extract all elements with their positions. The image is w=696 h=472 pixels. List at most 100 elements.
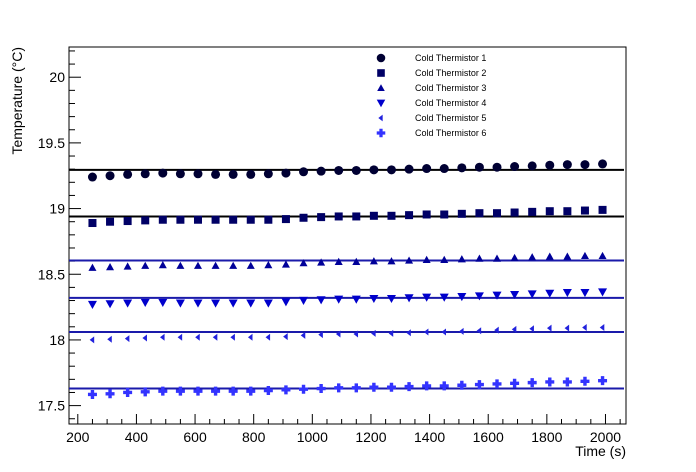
data-point [353,330,359,338]
data-point [281,385,291,395]
data-point [441,328,446,336]
data-point [246,386,256,396]
data-point [457,292,467,302]
data-point [263,299,273,308]
data-point [439,164,449,174]
x-tick-label: 1800 [531,429,562,445]
data-point [263,169,273,179]
legend-marker [377,69,385,77]
data-point [369,165,379,175]
data-point [229,261,238,269]
data-point [160,333,165,341]
data-point [580,376,590,386]
data-point [140,387,150,397]
data-point [457,380,467,390]
data-point [230,333,235,341]
data-point [492,291,502,300]
data-point [140,169,150,179]
data-point [563,252,572,260]
data-point [228,386,238,396]
data-point [545,252,554,260]
data-point [141,216,150,225]
fit-lines [69,168,624,390]
data-point [193,169,203,179]
data-point [527,161,537,171]
data-point [422,164,432,174]
data-point [528,207,537,216]
data-point [246,299,256,308]
legend-label: Cold Thermistor 2 [415,68,486,78]
data-point [510,162,520,172]
data-point [123,299,133,308]
data-point [124,335,130,343]
data-point [527,290,537,299]
data-point [440,255,449,264]
data-point [510,378,520,388]
data-point [371,329,376,337]
data-point [598,205,607,214]
data-point [388,329,394,337]
data-point [352,212,361,221]
y-tick-label: 20 [49,69,65,85]
data-point [546,324,552,332]
data-point [105,300,115,309]
y-tick-label: 19.5 [38,135,65,151]
data-point [439,293,449,302]
data-point [545,289,555,298]
x-axis: 200 400 600 800 1000 1200 1400 1600 1800 2000 [66,414,621,445]
data-point [492,379,502,389]
data-point [545,207,554,216]
data-point [316,296,326,305]
data-point [562,289,572,298]
data-point [580,206,589,215]
data-point [140,298,150,307]
legend-label: Cold Thermistor 1 [415,53,486,63]
data-point [281,298,291,307]
data-point [263,386,273,396]
data-point [369,294,379,304]
y-tick-label: 17.5 [38,398,65,414]
data-point [123,387,133,397]
y-axis-title: Temperature (°C) [9,47,25,155]
data-point [106,217,115,226]
data-point [176,215,185,224]
data-point [580,160,590,170]
data-point [459,327,464,335]
data-point [493,209,502,218]
data-point [562,160,572,170]
data-point [141,261,150,269]
data-point [193,261,202,269]
y-axis: 17.5 18 18.5 19 19.5 20 [38,50,81,420]
data-point [123,262,132,270]
data-point [158,298,168,307]
data-point [246,261,255,269]
x-axis-title: Time (s) [575,443,626,459]
data-point [123,217,132,226]
data-point [300,331,306,339]
data-point [474,162,484,172]
data-point [563,207,572,216]
data-point [369,211,378,220]
legend-marker [376,53,386,63]
data-point [105,389,115,399]
data-point [457,209,466,218]
data-point [386,165,396,175]
data-point [510,253,519,262]
data-point [211,299,221,308]
data-point [352,257,361,265]
x-tick-label: 2000 [590,429,621,445]
data-point [123,169,133,179]
data-point [158,386,168,396]
data-point [334,257,343,265]
data-point [299,213,308,222]
data-point [335,330,341,338]
data-point [299,296,309,306]
data-point [334,383,344,393]
data-point [405,211,414,220]
data-point [229,215,238,224]
data-point [158,261,167,269]
data-point [211,215,220,224]
y-tick-label: 18 [49,332,65,348]
data-point [175,299,185,308]
data-point [493,254,502,262]
